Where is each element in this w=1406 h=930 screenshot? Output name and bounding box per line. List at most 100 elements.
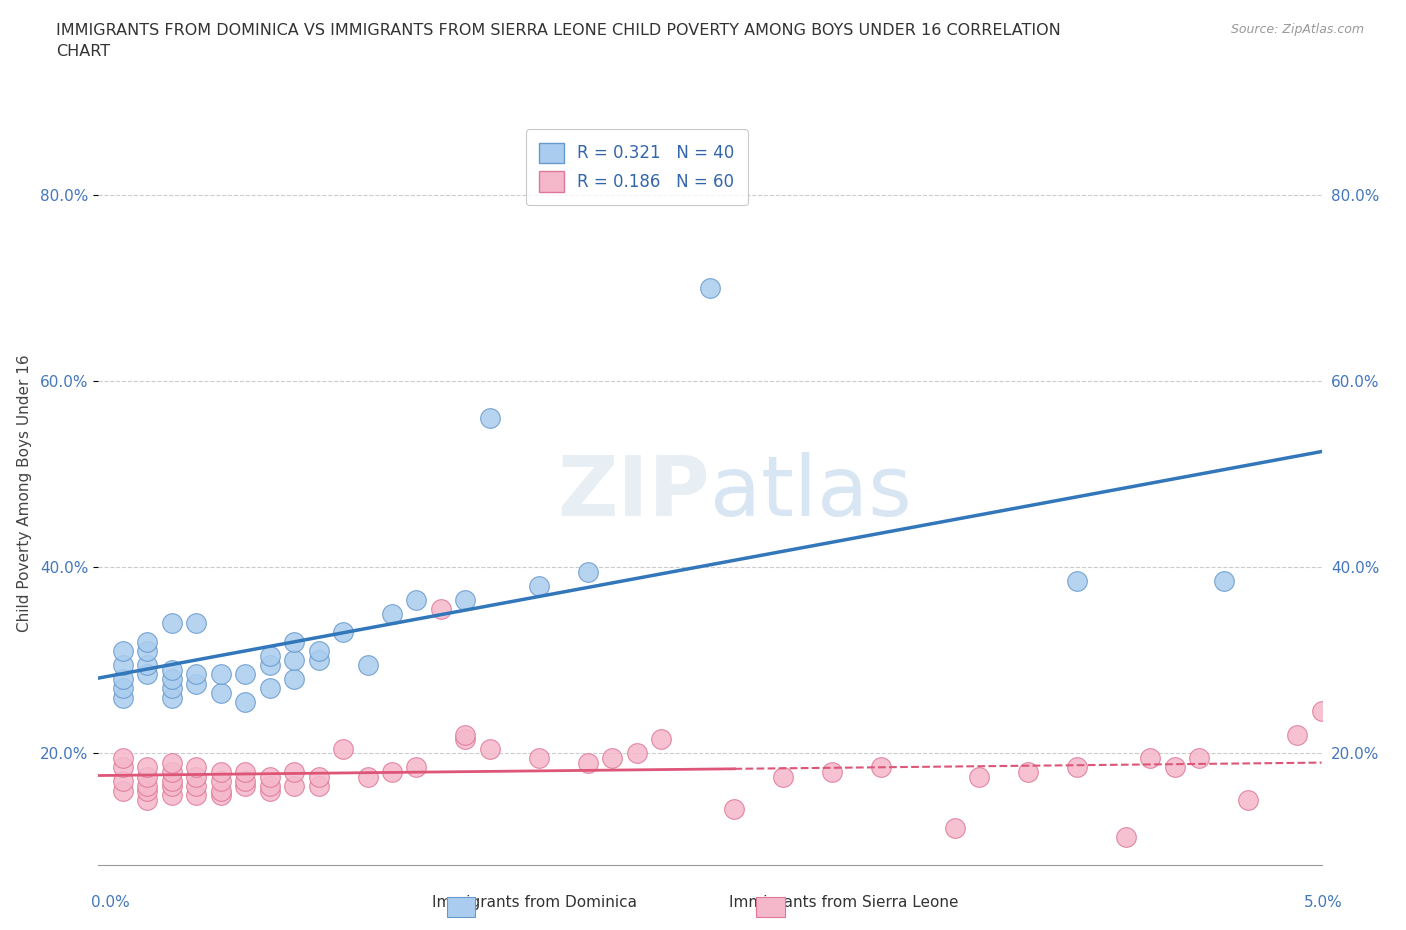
Point [356, 658, 378, 672]
Point [160, 690, 183, 705]
Point [1212, 574, 1234, 589]
Point [454, 732, 477, 747]
Point [600, 751, 623, 765]
Point [527, 578, 550, 593]
Point [160, 755, 183, 770]
Point [405, 760, 427, 775]
Point [308, 644, 330, 658]
Point [233, 667, 256, 682]
Point [136, 760, 159, 775]
Point [259, 769, 281, 784]
Point [233, 778, 256, 793]
Point [136, 658, 159, 672]
Point [233, 695, 256, 710]
Point [160, 662, 183, 677]
Point [136, 778, 159, 793]
Point [209, 774, 232, 789]
Point [1066, 574, 1088, 589]
Point [1164, 760, 1187, 775]
Point [136, 634, 159, 649]
Text: atlas: atlas [710, 452, 911, 534]
Point [650, 732, 672, 747]
Point [626, 746, 648, 761]
Point [209, 788, 232, 803]
Point [111, 783, 134, 798]
Point [209, 685, 232, 700]
Point [723, 802, 745, 817]
Point [1066, 760, 1088, 775]
Point [1310, 704, 1333, 719]
Point [283, 764, 305, 779]
Point [1286, 727, 1309, 742]
Point [160, 778, 183, 793]
Text: ZIP: ZIP [558, 452, 710, 534]
Point [111, 760, 134, 775]
Point [186, 778, 208, 793]
Point [576, 755, 599, 770]
Point [160, 616, 183, 631]
Point [1237, 792, 1260, 807]
Point [186, 760, 208, 775]
Point [233, 774, 256, 789]
Legend: R = 0.321   N = 40, R = 0.186   N = 60: R = 0.321 N = 40, R = 0.186 N = 60 [526, 129, 748, 205]
Point [160, 788, 183, 803]
Point [454, 727, 477, 742]
Text: Immigrants from Dominica: Immigrants from Dominica [432, 895, 637, 910]
Point [160, 774, 183, 789]
Point [111, 751, 134, 765]
Point [308, 653, 330, 668]
Point [1017, 764, 1039, 779]
Point [772, 769, 794, 784]
Point [1188, 751, 1211, 765]
Point [870, 760, 893, 775]
Point [111, 644, 134, 658]
Point [136, 783, 159, 798]
Point [186, 616, 208, 631]
Point [527, 751, 550, 765]
Point [967, 769, 990, 784]
Text: IMMIGRANTS FROM DOMINICA VS IMMIGRANTS FROM SIERRA LEONE CHILD POVERTY AMONG BOY: IMMIGRANTS FROM DOMINICA VS IMMIGRANTS F… [56, 23, 1062, 60]
Point [308, 769, 330, 784]
Point [186, 788, 208, 803]
Point [332, 625, 354, 640]
Point [356, 769, 378, 784]
Point [478, 411, 501, 426]
Point [1115, 830, 1137, 844]
Point [186, 667, 208, 682]
Point [478, 741, 501, 756]
Point [283, 778, 305, 793]
Point [259, 778, 281, 793]
Point [233, 764, 256, 779]
Point [283, 653, 305, 668]
Point [381, 764, 404, 779]
Point [259, 658, 281, 672]
Text: 0.0%: 0.0% [91, 895, 131, 910]
Point [259, 783, 281, 798]
Point [160, 764, 183, 779]
Point [160, 671, 183, 686]
Point [576, 565, 599, 579]
Point [943, 820, 966, 835]
Text: Source: ZipAtlas.com: Source: ZipAtlas.com [1230, 23, 1364, 36]
Point [283, 671, 305, 686]
Point [332, 741, 354, 756]
Point [111, 671, 134, 686]
Point [111, 681, 134, 696]
Point [209, 667, 232, 682]
Point [259, 648, 281, 663]
Point [186, 676, 208, 691]
Point [209, 783, 232, 798]
Point [136, 667, 159, 682]
Point [454, 592, 477, 607]
Text: 5.0%: 5.0% [1303, 895, 1343, 910]
Point [136, 644, 159, 658]
Point [160, 681, 183, 696]
Point [405, 592, 427, 607]
Text: Immigrants from Sierra Leone: Immigrants from Sierra Leone [728, 895, 959, 910]
Point [111, 774, 134, 789]
Point [111, 690, 134, 705]
Y-axis label: Child Poverty Among Boys Under 16: Child Poverty Among Boys Under 16 [17, 354, 32, 631]
Point [821, 764, 844, 779]
Point [259, 681, 281, 696]
Point [186, 769, 208, 784]
